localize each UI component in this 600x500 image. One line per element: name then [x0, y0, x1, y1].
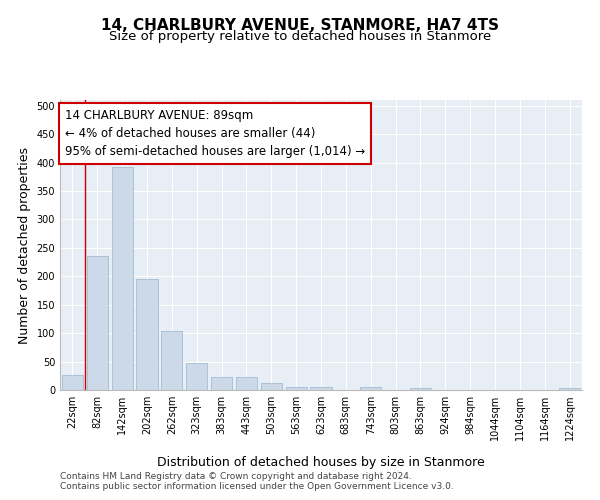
Bar: [286, 386, 307, 390]
Y-axis label: Number of detached properties: Number of detached properties: [18, 146, 31, 344]
Bar: [559, 388, 580, 390]
Text: 14, CHARLBURY AVENUE, STANMORE, HA7 4TS: 14, CHARLBURY AVENUE, STANMORE, HA7 4TS: [101, 18, 499, 32]
Text: Contains public sector information licensed under the Open Government Licence v3: Contains public sector information licen…: [60, 482, 454, 491]
Bar: [360, 386, 381, 390]
Text: Contains HM Land Registry data © Crown copyright and database right 2024.: Contains HM Land Registry data © Crown c…: [60, 472, 412, 481]
Bar: [410, 388, 431, 390]
Bar: [310, 387, 332, 390]
Bar: [161, 332, 182, 390]
Text: Size of property relative to detached houses in Stanmore: Size of property relative to detached ho…: [109, 30, 491, 43]
Bar: [87, 256, 108, 390]
Bar: [236, 377, 257, 390]
Bar: [186, 364, 207, 390]
Bar: [62, 374, 83, 390]
Text: Distribution of detached houses by size in Stanmore: Distribution of detached houses by size …: [157, 456, 485, 469]
Bar: [211, 377, 232, 390]
Text: 14 CHARLBURY AVENUE: 89sqm
← 4% of detached houses are smaller (44)
95% of semi-: 14 CHARLBURY AVENUE: 89sqm ← 4% of detac…: [65, 108, 365, 158]
Bar: [112, 166, 133, 390]
Bar: [261, 382, 282, 390]
Bar: [136, 279, 158, 390]
